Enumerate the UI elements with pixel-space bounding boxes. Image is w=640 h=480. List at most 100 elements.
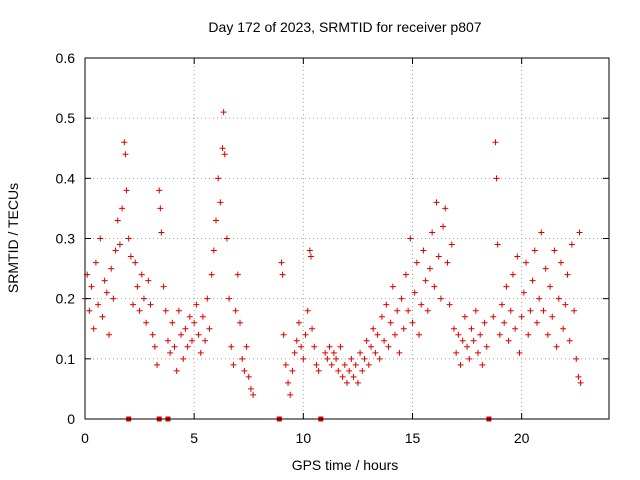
data-point bbox=[337, 343, 344, 350]
data-point bbox=[154, 361, 161, 368]
data-point bbox=[184, 343, 191, 350]
data-point bbox=[215, 175, 222, 182]
data-point bbox=[204, 295, 211, 302]
data-point bbox=[520, 289, 527, 296]
data-point bbox=[359, 367, 366, 374]
data-point bbox=[330, 349, 337, 356]
data-point bbox=[413, 259, 420, 266]
data-point bbox=[551, 247, 558, 254]
data-point bbox=[130, 301, 137, 308]
data-point bbox=[151, 343, 158, 350]
data-point bbox=[101, 277, 108, 284]
data-point bbox=[459, 337, 466, 344]
data-point bbox=[444, 259, 451, 266]
y-axis-label: SRMTID / TECUs bbox=[5, 183, 21, 293]
data-point bbox=[138, 271, 145, 278]
data-point bbox=[250, 391, 257, 398]
grid-lines bbox=[85, 58, 609, 419]
data-point bbox=[287, 391, 294, 398]
data-point bbox=[341, 361, 348, 368]
data-point bbox=[322, 349, 329, 356]
data-point bbox=[282, 361, 289, 368]
data-point bbox=[354, 379, 361, 386]
data-point bbox=[418, 301, 425, 308]
data-point bbox=[232, 307, 239, 314]
data-point bbox=[114, 217, 121, 224]
data-point bbox=[127, 253, 134, 260]
data-point bbox=[106, 331, 113, 338]
data-point bbox=[440, 223, 447, 230]
x-tick-labels: 0 5 10 15 20 bbox=[81, 430, 530, 446]
data-point bbox=[339, 373, 346, 380]
data-point bbox=[324, 355, 331, 362]
x-tick-label: 0 bbox=[81, 430, 89, 446]
data-point bbox=[350, 373, 357, 380]
data-point bbox=[208, 271, 215, 278]
data-point bbox=[527, 307, 534, 314]
data-point bbox=[193, 301, 200, 308]
data-point bbox=[279, 271, 286, 278]
data-point bbox=[416, 331, 423, 338]
data-point bbox=[446, 301, 453, 308]
data-point bbox=[221, 151, 228, 158]
data-point bbox=[435, 253, 442, 260]
data-point bbox=[108, 265, 115, 272]
data-point bbox=[122, 151, 129, 158]
data-point bbox=[162, 307, 169, 314]
data-point bbox=[564, 271, 571, 278]
data-point bbox=[560, 325, 567, 332]
data-point bbox=[157, 205, 164, 212]
data-point bbox=[518, 313, 525, 320]
data-point bbox=[173, 367, 180, 374]
data-point bbox=[477, 331, 484, 338]
data-point bbox=[450, 325, 457, 332]
data-point bbox=[149, 331, 156, 338]
data-point bbox=[505, 337, 512, 344]
data-point bbox=[573, 355, 580, 362]
data-point bbox=[536, 295, 543, 302]
y-tick-label: 0.1 bbox=[56, 351, 76, 367]
data-point bbox=[191, 319, 198, 326]
data-point bbox=[529, 277, 536, 284]
data-point bbox=[92, 259, 99, 266]
data-point bbox=[376, 355, 383, 362]
data-point bbox=[95, 301, 102, 308]
data-point bbox=[547, 283, 554, 290]
data-point bbox=[431, 283, 438, 290]
data-point bbox=[90, 325, 97, 332]
data-point bbox=[239, 355, 246, 362]
data-point bbox=[361, 355, 368, 362]
data-point bbox=[228, 343, 235, 350]
data-point bbox=[475, 349, 481, 356]
data-point bbox=[538, 229, 545, 236]
data-point bbox=[396, 349, 403, 356]
y-tick-label: 0 bbox=[67, 411, 75, 427]
data-point bbox=[555, 295, 562, 302]
data-point bbox=[306, 247, 313, 254]
data-point bbox=[492, 139, 499, 146]
data-point bbox=[575, 373, 582, 380]
data-point bbox=[387, 319, 394, 326]
data-point bbox=[523, 259, 530, 266]
data-point bbox=[512, 325, 519, 332]
data-point bbox=[400, 325, 407, 332]
y-tick-label: 0.2 bbox=[56, 291, 76, 307]
data-point bbox=[307, 253, 314, 260]
data-point bbox=[295, 319, 302, 326]
data-point bbox=[499, 301, 506, 308]
data-point bbox=[300, 355, 307, 362]
data-point bbox=[210, 247, 217, 254]
data-point bbox=[562, 301, 569, 308]
data-point bbox=[483, 343, 490, 350]
data-point bbox=[309, 325, 316, 332]
data-point bbox=[516, 349, 523, 356]
data-point bbox=[326, 343, 333, 350]
data-point bbox=[291, 349, 298, 356]
chart-title: Day 172 of 2023, SRMTID for receiver p80… bbox=[208, 19, 481, 35]
data-point bbox=[178, 331, 185, 338]
data-point bbox=[472, 307, 479, 314]
data-point bbox=[247, 385, 254, 392]
x-tick-label: 15 bbox=[405, 430, 421, 446]
data-point bbox=[363, 337, 370, 344]
data-point bbox=[372, 349, 379, 356]
